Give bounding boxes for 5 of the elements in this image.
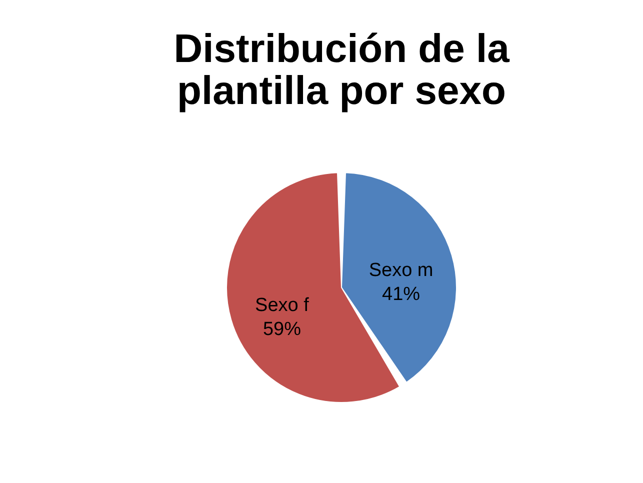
data-label: 59% bbox=[262, 318, 302, 340]
data-label: 41% bbox=[382, 284, 420, 306]
slice-label: Sexo m bbox=[368, 260, 434, 282]
chart-title: Distribución de la plantilla por sexo bbox=[174, 27, 510, 113]
slice-label: Sexo f bbox=[255, 294, 310, 316]
